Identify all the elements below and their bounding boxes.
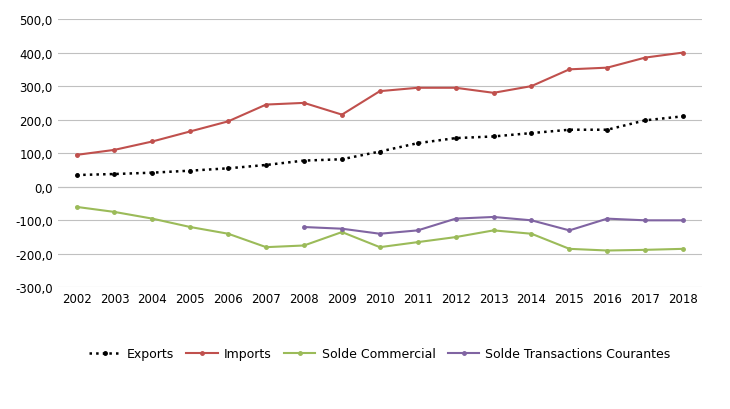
- Exports: [186, 169, 195, 174]
- Imports: [641, 56, 650, 61]
- Imports: [110, 148, 119, 153]
- Imports: [224, 119, 233, 124]
- Exports: [641, 119, 650, 124]
- Solde Transactions Courantes: [641, 218, 650, 223]
- Solde Transactions Courantes: [603, 217, 612, 222]
- Imports: [262, 103, 271, 108]
- Exports: [603, 128, 612, 133]
- Line: Solde Transactions Courantes: Solde Transactions Courantes: [302, 216, 685, 236]
- Solde Commercial: [72, 205, 81, 210]
- Solde Transactions Courantes: [451, 217, 460, 222]
- Solde Commercial: [337, 230, 346, 235]
- Exports: [148, 171, 157, 176]
- Solde Commercial: [148, 217, 157, 222]
- Solde Commercial: [527, 232, 536, 237]
- Exports: [224, 166, 233, 171]
- Solde Transactions Courantes: [337, 227, 346, 231]
- Imports: [148, 139, 157, 144]
- Imports: [186, 130, 195, 135]
- Solde Commercial: [641, 248, 650, 253]
- Exports: [489, 135, 498, 139]
- Exports: [262, 163, 271, 168]
- Exports: [451, 136, 460, 141]
- Solde Transactions Courantes: [299, 225, 308, 230]
- Imports: [679, 51, 688, 56]
- Solde Transactions Courantes: [565, 228, 574, 233]
- Line: Exports: Exports: [75, 115, 685, 178]
- Solde Commercial: [186, 225, 195, 230]
- Solde Commercial: [565, 247, 574, 252]
- Imports: [527, 84, 536, 89]
- Solde Transactions Courantes: [413, 228, 422, 233]
- Exports: [110, 172, 119, 177]
- Line: Imports: Imports: [75, 52, 685, 157]
- Solde Commercial: [224, 232, 233, 237]
- Solde Commercial: [451, 235, 460, 240]
- Solde Commercial: [603, 248, 612, 253]
- Solde Commercial: [299, 243, 308, 248]
- Exports: [375, 150, 384, 155]
- Exports: [299, 159, 308, 164]
- Solde Commercial: [413, 240, 422, 245]
- Legend: Exports, Imports, Solde Commercial, Solde Transactions Courantes: Exports, Imports, Solde Commercial, Sold…: [84, 342, 676, 365]
- Imports: [299, 101, 308, 106]
- Exports: [337, 157, 346, 162]
- Solde Commercial: [110, 210, 119, 215]
- Solde Transactions Courantes: [679, 218, 688, 223]
- Imports: [337, 113, 346, 118]
- Solde Commercial: [679, 247, 688, 252]
- Solde Transactions Courantes: [375, 232, 384, 237]
- Imports: [413, 86, 422, 91]
- Imports: [603, 66, 612, 71]
- Imports: [489, 91, 498, 96]
- Exports: [413, 142, 422, 146]
- Imports: [451, 86, 460, 91]
- Imports: [375, 90, 384, 94]
- Solde Transactions Courantes: [527, 218, 536, 223]
- Exports: [565, 128, 574, 133]
- Solde Transactions Courantes: [489, 215, 498, 220]
- Solde Commercial: [375, 245, 384, 250]
- Imports: [565, 68, 574, 73]
- Solde Commercial: [489, 228, 498, 233]
- Exports: [679, 115, 688, 119]
- Imports: [72, 153, 81, 158]
- Exports: [527, 131, 536, 136]
- Exports: [72, 173, 81, 178]
- Solde Commercial: [262, 245, 271, 250]
- Line: Solde Commercial: Solde Commercial: [75, 206, 685, 253]
